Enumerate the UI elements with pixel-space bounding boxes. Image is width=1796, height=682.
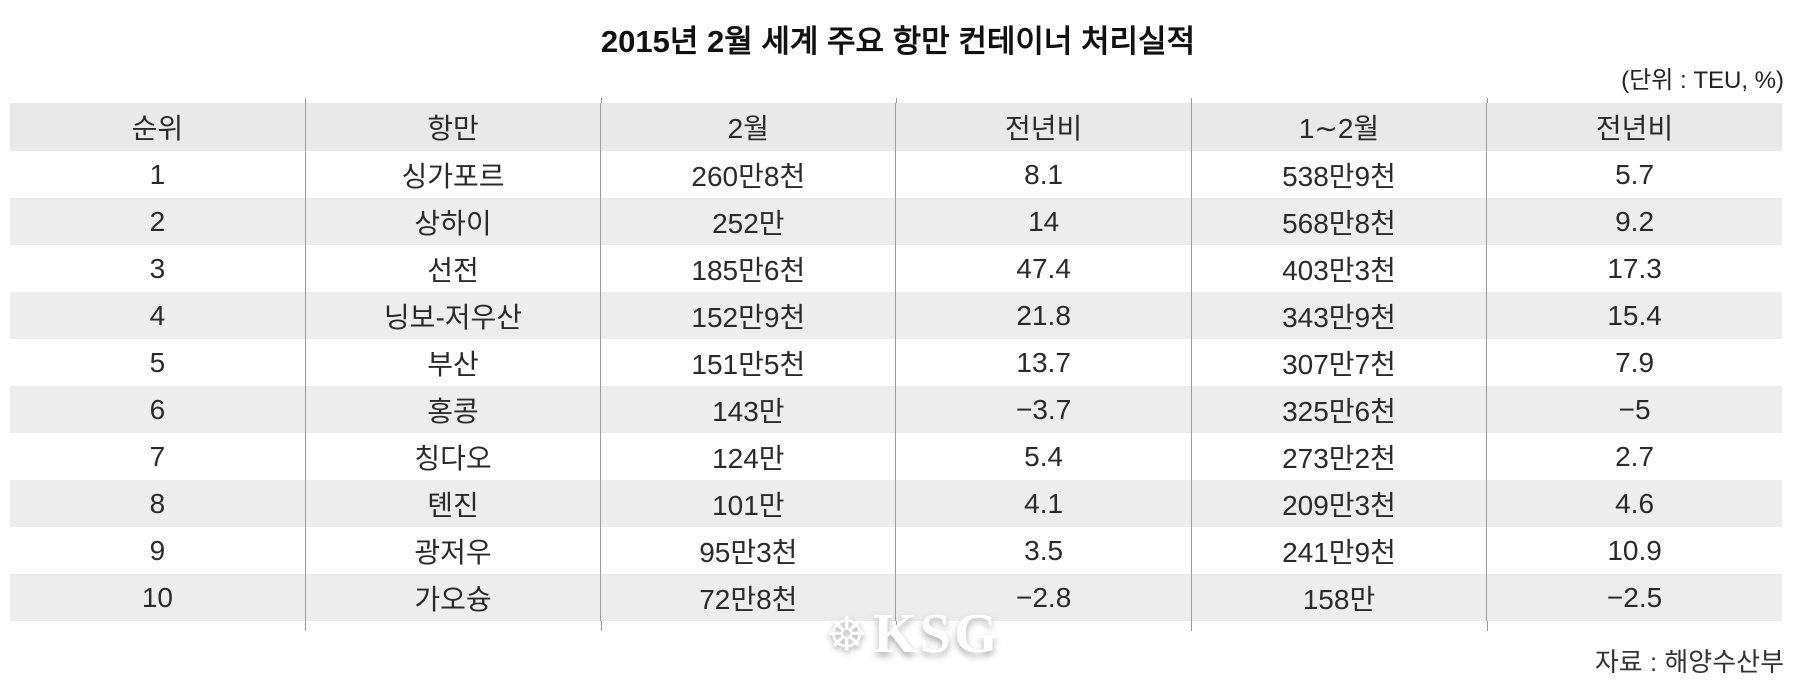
cell-rank: 9: [149, 534, 166, 566]
cell-rank: 10: [10, 574, 306, 621]
cell-janfeb-yoy: 5.7: [1486, 151, 1782, 198]
table-row: 10 가오슝 72만8천 −2.8 158만 −2.5: [10, 574, 1782, 621]
cell-port: 홍콩: [304, 386, 601, 433]
cell-rank: 5: [149, 346, 166, 378]
cell-feb: 101만: [600, 480, 896, 527]
column-header-janfeb-yoy: 전년비: [1486, 103, 1782, 151]
cell-feb: 185만6천: [600, 245, 896, 292]
column-header-feb: 2월: [600, 103, 896, 151]
cell-janfeb: 307만7천: [1190, 339, 1487, 386]
cell-feb-yoy: 14: [895, 198, 1192, 245]
cell-feb-yoy: −2.8: [895, 574, 1192, 621]
cell-rank: 3: [149, 252, 166, 284]
header-row: 순위 항만 2월 전년비 1∼2월 전년비: [10, 103, 1782, 151]
cell-port: 톈진: [304, 480, 601, 527]
column-divider-extension-top: [10, 98, 1782, 103]
cell-port: 가오슝: [304, 574, 601, 621]
cell-feb-yoy: 21.8: [895, 292, 1192, 339]
cell-janfeb-yoy: −5: [1486, 386, 1782, 433]
source-note: 자료 : 해양수산부: [1594, 647, 1784, 677]
cell-port: 선전: [304, 245, 601, 292]
cell-rank: 4: [10, 292, 306, 339]
cell-rank: 7: [149, 440, 166, 472]
cell-feb: 72만8천: [600, 574, 896, 621]
cell-port: 상하이: [304, 198, 601, 245]
table-row: 9 광저우 95만3천 3.5 241만9천 10.9: [10, 527, 1782, 574]
throughput-table: 순위 항만 2월 전년비 1∼2월 전년비 1 싱가포르 260만8천 8.1 …: [10, 98, 1782, 631]
cell-feb-yoy: 4.1: [895, 480, 1192, 527]
table-row: 6 홍콩 143만 −3.7 325만6천 −5: [10, 386, 1782, 433]
throughput-table-grid: 순위 항만 2월 전년비 1∼2월 전년비 1 싱가포르 260만8천 8.1 …: [10, 103, 1782, 621]
table-row: 4 닝보-저우산 152만9천 21.8 343만9천 15.4: [10, 292, 1782, 339]
cell-janfeb: 241만9천: [1190, 527, 1487, 574]
cell-port: 닝보-저우산: [304, 292, 601, 339]
cell-feb-yoy: 13.7: [895, 339, 1192, 386]
cell-port: 칭다오: [304, 433, 601, 480]
cell-janfeb-yoy: 7.9: [1486, 339, 1782, 386]
column-divider-extension-bottom: [10, 621, 1782, 631]
cell-janfeb: 343만9천: [1190, 292, 1487, 339]
unit-note: (단위 : TEU, %): [1621, 67, 1784, 94]
table-row: 8 톈진 101만 4.1 209만3천 4.6: [10, 480, 1782, 527]
cell-janfeb-yoy: 17.3: [1486, 245, 1782, 292]
cell-feb: 95만3천: [600, 527, 896, 574]
cell-port: 부산: [304, 339, 601, 386]
cell-janfeb-yoy: 15.4: [1486, 292, 1782, 339]
cell-janfeb-yoy: 10.9: [1486, 527, 1782, 574]
cell-feb: 152만9천: [600, 292, 896, 339]
cell-feb-yoy: 47.4: [895, 245, 1192, 292]
cell-feb-yoy: 5.4: [895, 433, 1192, 480]
column-header-rank: 순위: [10, 103, 306, 151]
table-row: 3 선전 185만6천 47.4 403만3천 17.3: [10, 245, 1782, 292]
cell-janfeb-yoy: 2.7: [1486, 433, 1782, 480]
cell-rank: 2: [10, 198, 306, 245]
cell-rank: 8: [10, 480, 306, 527]
column-header-port: 항만: [304, 103, 601, 151]
cell-port: 싱가포르: [304, 151, 601, 198]
cell-janfeb: 158만: [1190, 574, 1487, 621]
cell-janfeb: 538만9천: [1190, 151, 1487, 198]
table-header: 순위 항만 2월 전년비 1∼2월 전년비: [10, 103, 1782, 151]
cell-feb-yoy: 8.1: [895, 151, 1192, 198]
page-title: 2015년 2월 세계 주요 항만 컨테이너 처리실적: [600, 24, 1196, 59]
cell-rank: 1: [149, 158, 166, 190]
cell-feb: 151만5천: [600, 339, 896, 386]
cell-feb: 252만: [600, 198, 896, 245]
table-body: 1 싱가포르 260만8천 8.1 538만9천 5.7 2 상하이 252만 …: [10, 151, 1782, 621]
cell-janfeb: 209만3천: [1190, 480, 1487, 527]
cell-feb: 260만8천: [600, 151, 896, 198]
table-row: 7 칭다오 124만 5.4 273만2천 2.7: [10, 433, 1782, 480]
cell-feb: 124만: [600, 433, 896, 480]
cell-feb: 143만: [600, 386, 896, 433]
cell-janfeb-yoy: 4.6: [1486, 480, 1782, 527]
column-header-janfeb: 1∼2월: [1190, 103, 1487, 151]
table-row: 2 상하이 252만 14 568만8천 9.2: [10, 198, 1782, 245]
cell-janfeb: 568만8천: [1190, 198, 1487, 245]
cell-janfeb-yoy: 9.2: [1486, 198, 1782, 245]
table-row: 1 싱가포르 260만8천 8.1 538만9천 5.7: [10, 151, 1782, 198]
cell-janfeb: 273만2천: [1190, 433, 1487, 480]
table-row: 5 부산 151만5천 13.7 307만7천 7.9: [10, 339, 1782, 386]
cell-feb-yoy: 3.5: [895, 527, 1192, 574]
cell-janfeb-yoy: −2.5: [1486, 574, 1782, 621]
cell-feb-yoy: −3.7: [895, 386, 1192, 433]
column-header-feb-yoy: 전년비: [895, 103, 1192, 151]
cell-janfeb: 403만3천: [1190, 245, 1487, 292]
cell-port: 광저우: [304, 527, 601, 574]
cell-janfeb: 325만6천: [1190, 386, 1487, 433]
cell-rank: 6: [10, 386, 306, 433]
